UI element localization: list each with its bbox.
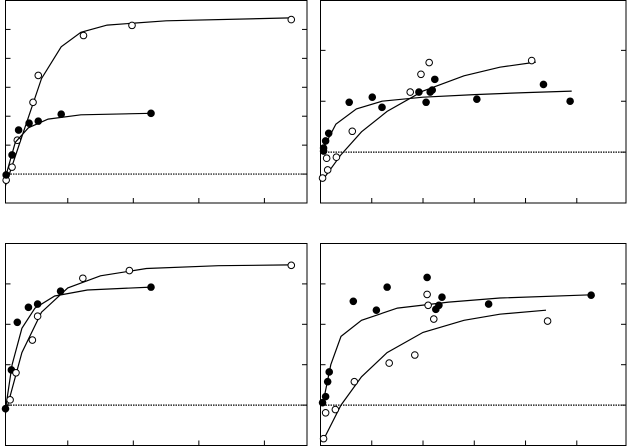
- data-point: [422, 98, 430, 107]
- data-point: [2, 171, 10, 179]
- data-point: [332, 153, 341, 162]
- data-point: [406, 88, 415, 96]
- data-point: [473, 95, 481, 104]
- data-point: [378, 103, 386, 112]
- data-point: [14, 126, 23, 134]
- fit-curve: [322, 90, 572, 150]
- data-point: [325, 368, 334, 376]
- plot-frame: [5, 243, 308, 446]
- data-point: [484, 300, 493, 308]
- data-point: [323, 377, 332, 386]
- data-point: [322, 154, 331, 163]
- fit-curve: [4, 286, 152, 410]
- data-point: [539, 80, 548, 89]
- data-point: [319, 147, 328, 155]
- data-point: [438, 293, 446, 302]
- data-point: [319, 434, 328, 443]
- data-point: [431, 75, 439, 84]
- data-point: [287, 261, 296, 270]
- fit-curve: [4, 17, 291, 186]
- data-point: [372, 306, 381, 314]
- data-point: [8, 151, 16, 159]
- data-point: [429, 315, 438, 323]
- data-point: [349, 297, 358, 306]
- data-point: [125, 266, 134, 275]
- data-point: [8, 163, 16, 171]
- data-point: [57, 110, 66, 118]
- data-point: [383, 283, 391, 291]
- data-point: [34, 71, 43, 80]
- data-point: [321, 137, 330, 145]
- data-point: [321, 392, 330, 401]
- data-point: [435, 301, 443, 310]
- data-point: [6, 396, 14, 404]
- fit-curve: [4, 264, 291, 414]
- data-point: [587, 291, 595, 300]
- data-point: [411, 351, 419, 359]
- data-point: [29, 98, 37, 107]
- data-point: [348, 127, 357, 136]
- data-point: [79, 274, 87, 283]
- data-point: [423, 290, 431, 299]
- data-point: [56, 287, 65, 295]
- fit-curve: [322, 294, 592, 406]
- data-point: [350, 377, 359, 386]
- data-point: [368, 93, 377, 101]
- fit-curve: [322, 61, 536, 181]
- data-point: [527, 56, 536, 65]
- data-point: [566, 97, 574, 106]
- data-point: [345, 98, 354, 107]
- data-point: [34, 117, 43, 125]
- data-point: [13, 318, 22, 327]
- plot-frame: [5, 0, 308, 204]
- data-point: [287, 15, 296, 24]
- data-point: [417, 70, 425, 79]
- data-point: [318, 174, 327, 182]
- data-point: [324, 129, 333, 138]
- plot-frame: [320, 0, 627, 204]
- plot-frame: [320, 243, 627, 446]
- data-point: [543, 317, 552, 325]
- data-point: [385, 359, 393, 367]
- data-point: [424, 301, 432, 310]
- data-point: [128, 21, 136, 30]
- fit-curve: [322, 309, 547, 442]
- data-point: [323, 166, 332, 174]
- data-point: [79, 31, 88, 40]
- data-point: [423, 273, 431, 282]
- data-point: [25, 119, 33, 127]
- data-point: [28, 336, 37, 344]
- data-point: [331, 405, 340, 414]
- data-point: [321, 408, 330, 417]
- data-point: [12, 368, 20, 377]
- data-point: [33, 300, 42, 308]
- data-point: [318, 398, 327, 407]
- data-point: [147, 283, 155, 291]
- data-point: [33, 312, 42, 321]
- data-point: [24, 303, 33, 312]
- data-point: [147, 109, 155, 118]
- data-point: [425, 58, 433, 67]
